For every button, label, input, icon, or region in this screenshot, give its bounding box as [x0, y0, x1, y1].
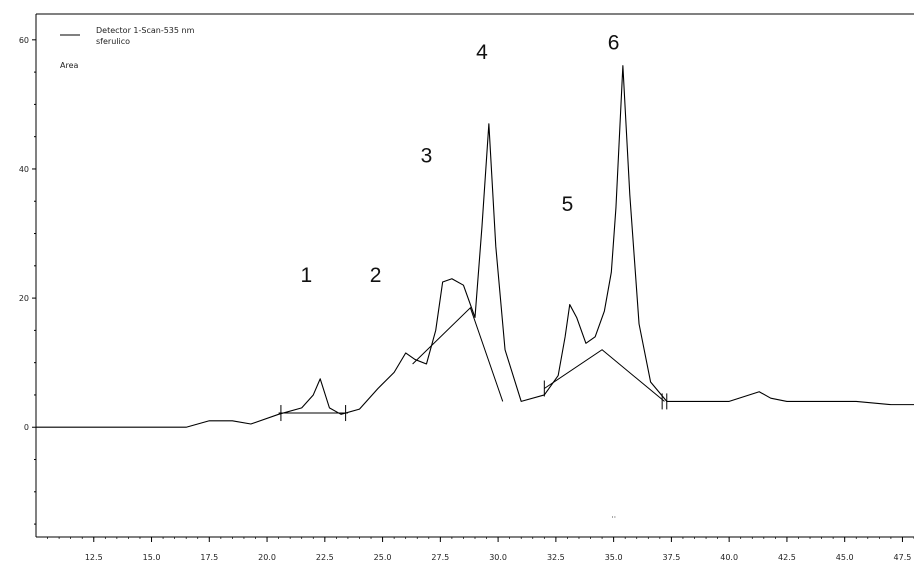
x-tick-label: 15.0	[143, 553, 161, 562]
x-tick-label: 22.5	[316, 553, 334, 562]
chromatogram-traces	[36, 65, 914, 428]
x-tick-label: 17.5	[200, 553, 218, 562]
x-tick-label: 35.0	[605, 553, 623, 562]
x-tick-label: 42.5	[778, 553, 796, 562]
legend-area-label: Area	[60, 61, 79, 70]
x-tick-label: 40.0	[720, 553, 738, 562]
peak-label: 3	[421, 145, 433, 168]
x-tick-label: 20.0	[258, 553, 276, 562]
y-tick-label: 20	[19, 294, 29, 303]
bottom-mark: ..	[611, 511, 616, 520]
y-tick-label: 0	[24, 423, 29, 432]
y-tick-label: 60	[19, 36, 29, 45]
legend: Detector 1-Scan-535 nm sferulico Area	[60, 26, 195, 70]
x-tick-label: 30.0	[489, 553, 507, 562]
peak-label: 1	[300, 264, 312, 287]
x-axis-ticks: 12.5 15.0 17.5 20.0 22.5 25.0 27.5 30.0 32.5 35.0…	[47, 537, 914, 562]
y-axis-ticks: 60 40 20 0	[19, 36, 36, 525]
chromatogram-trace	[36, 65, 914, 428]
x-tick-label: 27.5	[431, 553, 449, 562]
x-tick-label: 45.0	[836, 553, 854, 562]
peak-label: 4	[476, 41, 488, 64]
x-tick-label: 32.5	[547, 553, 565, 562]
legend-series-line2: sferulico	[96, 37, 130, 46]
legend-series-line1: Detector 1-Scan-535 nm	[96, 26, 195, 35]
peak-label: 5	[562, 193, 574, 216]
integration-baseline	[544, 349, 665, 402]
peak-labels: 1 2 3 4 5 6	[300, 32, 619, 287]
x-tick-label: 37.5	[662, 553, 680, 562]
peak-label: 2	[370, 264, 382, 287]
y-tick-label: 40	[19, 165, 29, 174]
x-tick-label: 12.5	[85, 553, 103, 562]
x-tick-label: 25.0	[374, 553, 392, 562]
peak-label: 6	[608, 32, 620, 55]
x-tick-label: 47.5	[894, 553, 912, 562]
